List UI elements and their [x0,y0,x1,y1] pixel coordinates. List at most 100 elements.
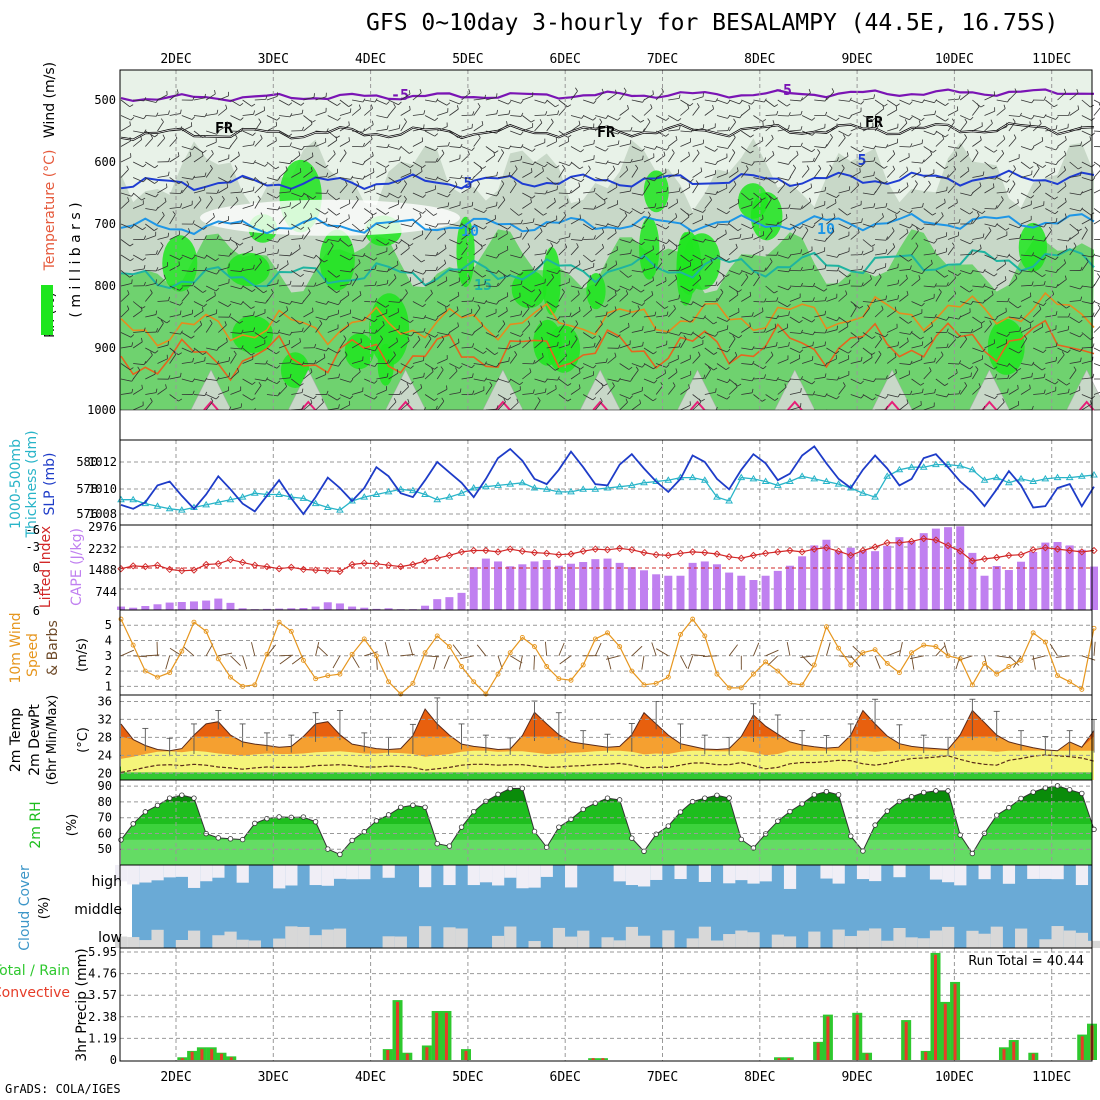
wind-barb-feather [749,322,751,327]
wind-barb-feather [557,341,559,346]
wind-barb [120,345,132,349]
wind-barb-feather [897,294,899,300]
wind-barb-feather [457,135,462,139]
wind-barb [935,115,946,122]
wind-barb-feather [545,249,547,254]
wind-barb [777,314,789,318]
wind-barb [352,239,364,242]
surface-wind-barb [519,655,523,670]
cape-bar [457,592,466,610]
wind-barb [704,316,714,325]
wind-barb-feather [579,214,581,219]
wind-barb [1045,128,1057,132]
wind-barb-feather [872,397,876,401]
wind-barb [741,237,753,240]
wind-barb [741,363,753,365]
wind-barb [777,359,789,364]
cloud-low-clear [869,928,882,948]
wind-barb-feather [1053,167,1056,172]
wind-barb-feather [489,381,493,386]
surface-wind-barb [1049,643,1058,657]
wind-barb [1033,254,1044,261]
wind-barb [400,332,412,337]
wind-barb [132,254,143,261]
wind-barb-feather [367,226,371,231]
wind-barb-feather [873,171,875,176]
wind-barb [424,99,436,103]
cloud-low-clear [613,940,626,948]
wind-barb [400,146,410,154]
wind-barb-feather [314,282,317,287]
precip-convective-bar [855,1014,859,1060]
wind-barb [595,121,603,132]
wind-barb [193,347,203,355]
wind-barb-feather [165,183,168,188]
cape-bar [676,575,685,610]
date-label-top: 6DEC [550,52,581,67]
wind-barb-feather [228,357,231,362]
lifted-index-point [214,560,222,568]
wind-barb [157,316,167,324]
wind-barb [400,270,412,274]
wind-barb-feather [289,373,292,378]
wind-barb-feather [1029,121,1031,126]
lifted-index-point [506,545,514,553]
wind-barb [266,192,277,199]
wind-barb [218,360,230,364]
cape-bar [737,575,746,610]
wind-barb-feather [688,384,690,389]
wind-barb-feather [337,350,341,354]
wind-barb-feather [192,96,195,101]
wind-barb-feather [848,133,852,137]
wind-barb-feather [343,335,347,340]
wind-barb-feather [216,270,220,275]
thickness-point [554,487,563,495]
wind-barb-feather [1043,389,1046,394]
wind-barb-feather [1031,146,1035,151]
wind-barb [339,112,351,116]
lifted-index-point [287,563,295,571]
wind-barb [364,332,376,334]
wind-barb [546,363,556,371]
lifted-index-point [859,546,867,555]
wind-barb [327,208,337,216]
wind-barb [242,330,254,333]
wind-barb [1069,285,1081,290]
wind-speed-point [1055,673,1060,679]
wind-barb [899,232,909,240]
wind-barb-feather [1029,384,1031,389]
wind-barb-feather [919,167,922,172]
cloud-high-clear [419,865,432,888]
cloud-high-clear [942,865,955,883]
wind-barb-feather [192,357,194,362]
wind-barb [607,143,619,147]
wind-barb-feather [422,210,426,214]
wind-barb-feather [419,88,422,94]
wind-barb-feather [944,166,949,169]
wind-barb-feather [239,242,244,246]
wind-barb-feather [216,360,220,365]
wind-barb-feather [641,255,646,260]
wind-barb-feather [592,364,597,369]
wind-barb-feather [933,131,938,135]
wind-barb-feather [407,244,410,249]
wind-barb [303,156,314,163]
wind-speed-point [276,619,282,625]
cape-bar [1017,561,1026,610]
wind-barb [291,154,301,163]
wind-barb-feather [993,366,998,370]
wind-barb [266,125,277,132]
wind-barb [218,187,228,194]
surface-wind-barb [1032,655,1036,670]
wind-barb [814,332,826,334]
wind-barb [570,363,581,370]
precip-convective-bar [396,1001,400,1060]
wind-barb [254,385,262,395]
wind-speed-point [556,676,562,682]
wind-barb [631,270,643,273]
wind-barb [1057,185,1067,194]
cloud-low-clear [747,932,760,948]
wind-barb-feather [884,180,888,184]
wind-barb-feather [1068,313,1071,318]
wind-barb-feather [349,395,354,399]
